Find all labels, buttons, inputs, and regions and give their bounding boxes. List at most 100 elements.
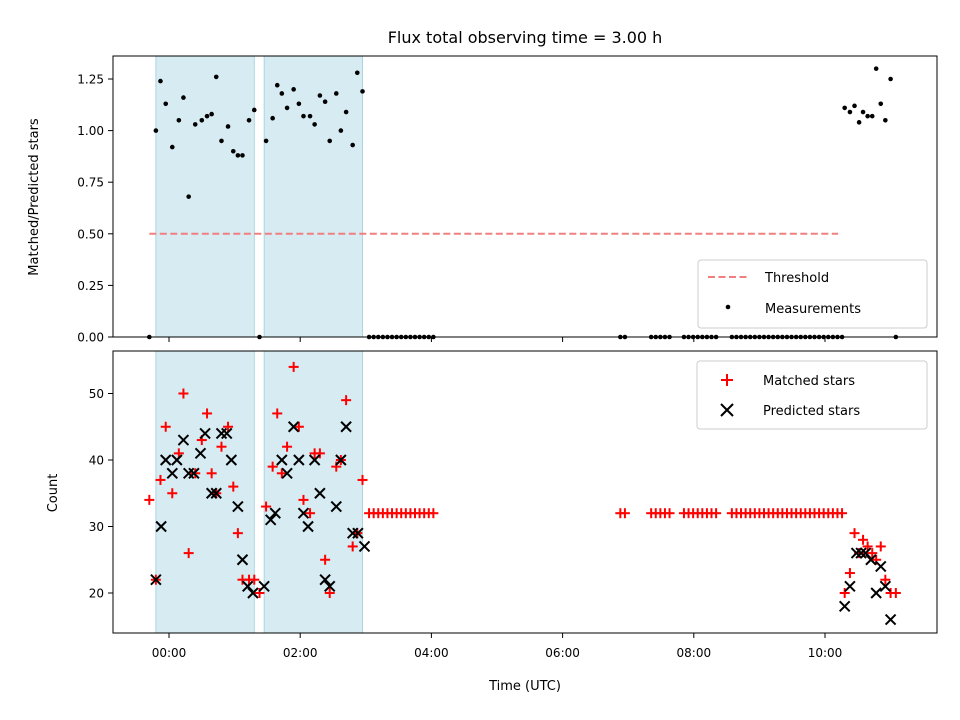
- measurement-point-97: [852, 103, 857, 109]
- bottom-legend: Matched stars Predicted stars: [696, 360, 928, 430]
- bottom-ytick-label-3: 50: [89, 387, 104, 401]
- matched-marker-19: [249, 574, 260, 585]
- predicted-marker-32: [330, 500, 342, 513]
- predicted-marker-34: [340, 421, 352, 433]
- measurement-point-29: [307, 113, 313, 119]
- matched-marker-61: [664, 508, 675, 519]
- legend-predicted-label: Predicted stars: [763, 404, 860, 419]
- predicted-marker-6: [182, 467, 195, 480]
- predicted-marker-41: [855, 547, 867, 559]
- measurement-point-21: [263, 138, 269, 144]
- measurement-point-31: [317, 93, 323, 98]
- predicted-marker-46: [879, 580, 892, 593]
- measurement-point-5: [176, 117, 182, 123]
- matched-marker-54: [428, 508, 439, 519]
- top-ytick-label-4: 1.00: [77, 124, 104, 138]
- bottom-y-ticks: 20 30 40 50: [89, 387, 113, 601]
- legend-predicted-swatch: [720, 403, 734, 417]
- top-ytick-label-5: 1.25: [77, 73, 104, 87]
- top-ytick-label-2: 0.50: [77, 227, 104, 241]
- bottom-ytick-label-1: 30: [89, 520, 104, 534]
- predicted-marker-21: [269, 507, 281, 519]
- measurement-point-17: [240, 153, 245, 158]
- matched-marker-94: [837, 508, 848, 519]
- measurement-point-96: [847, 109, 853, 115]
- predicted-marker-24: [287, 421, 300, 433]
- top-ytick-label-3: 0.75: [77, 176, 104, 190]
- measurement-point-16: [235, 153, 241, 158]
- measurement-point-95: [842, 105, 847, 111]
- measurement-point-10: [204, 113, 210, 119]
- predicted-marker-27: [302, 520, 314, 533]
- matched-marker-32: [320, 554, 331, 565]
- predicted-marker-25: [293, 454, 305, 466]
- bottom-ytick-label-2: 40: [89, 454, 104, 468]
- measurement-point-12: [213, 74, 219, 80]
- bottom-xtick-label-0: 00:00: [152, 646, 187, 660]
- measurement-point-36: [343, 109, 349, 115]
- measurement-point-101: [869, 113, 875, 119]
- top-legend-box: [697, 259, 928, 329]
- matched-marker-3: [160, 421, 171, 432]
- predicted-marker-43: [865, 554, 877, 566]
- measurement-point-98: [856, 120, 862, 125]
- top-y-ticks: 0.00 0.25 0.50 0.75 1.00 1.25: [77, 73, 113, 345]
- matched-marker-56: [619, 508, 630, 519]
- top-panel: Flux total observing time = 3.00 h 0.000…: [27, 28, 938, 345]
- matched-marker-21: [261, 501, 272, 512]
- bottom-xtick-label-5: 10:00: [808, 646, 843, 660]
- bottom-y-axis-label: Count: [46, 474, 61, 513]
- matched-marker-31: [314, 448, 325, 459]
- matched-marker-10: [202, 408, 213, 419]
- bottom-predicted-markers: [150, 421, 897, 626]
- legend-matched-swatch: [721, 374, 733, 386]
- predicted-marker-3: [166, 467, 178, 480]
- measurement-point-2: [158, 78, 163, 84]
- measurement-point-3: [163, 101, 169, 107]
- matched-marker-16: [232, 528, 243, 539]
- measurement-point-14: [225, 124, 231, 129]
- measurement-point-26: [291, 87, 296, 92]
- measurement-point-102: [873, 66, 879, 71]
- legend-measurements-swatch: [725, 304, 731, 310]
- measurement-point-6: [181, 95, 186, 100]
- bottom-shaded-interval-2: [263, 350, 363, 634]
- predicted-marker-13: [221, 427, 233, 440]
- measurement-point-9: [199, 117, 205, 123]
- predicted-marker-14: [225, 454, 238, 466]
- measurement-point-4: [169, 144, 175, 150]
- matched-marker-96: [844, 568, 855, 579]
- top-ytick-label-0: 0.00: [77, 331, 104, 345]
- predicted-marker-31: [324, 580, 336, 593]
- chart-title: Flux total observing time = 3.00 h: [388, 28, 663, 47]
- matched-marker-33: [324, 588, 335, 598]
- top-legend: Threshold Measurements: [697, 259, 928, 329]
- legend-matched-label: Matched stars: [763, 374, 855, 389]
- predicted-marker-20: [264, 514, 277, 526]
- matched-marker-103: [875, 541, 886, 552]
- matched-marker-104: [880, 574, 891, 585]
- predicted-marker-39: [844, 580, 856, 593]
- predicted-marker-5: [177, 434, 190, 446]
- bottom-legend-box: [696, 360, 928, 430]
- predicted-marker-29: [314, 487, 326, 499]
- predicted-marker-11: [210, 487, 222, 499]
- legend-threshold-label: Threshold: [764, 271, 829, 286]
- measurement-point-11: [209, 111, 214, 117]
- measurement-point-19: [251, 107, 257, 113]
- matched-marker-29: [305, 508, 316, 519]
- predicted-marker-2: [160, 454, 172, 466]
- measurement-point-18: [246, 117, 252, 123]
- measurement-point-33: [327, 138, 333, 144]
- predicted-marker-9: [199, 427, 211, 440]
- matched-marker-0: [144, 494, 155, 505]
- bottom-ytick-label-0: 20: [89, 587, 104, 601]
- top-x-ticks: [168, 337, 826, 342]
- top-ytick-label-1: 0.25: [77, 279, 104, 293]
- measurement-point-15: [230, 148, 236, 154]
- matched-marker-14: [223, 421, 234, 432]
- measurement-point-103: [878, 101, 884, 107]
- matched-marker-36: [341, 395, 352, 406]
